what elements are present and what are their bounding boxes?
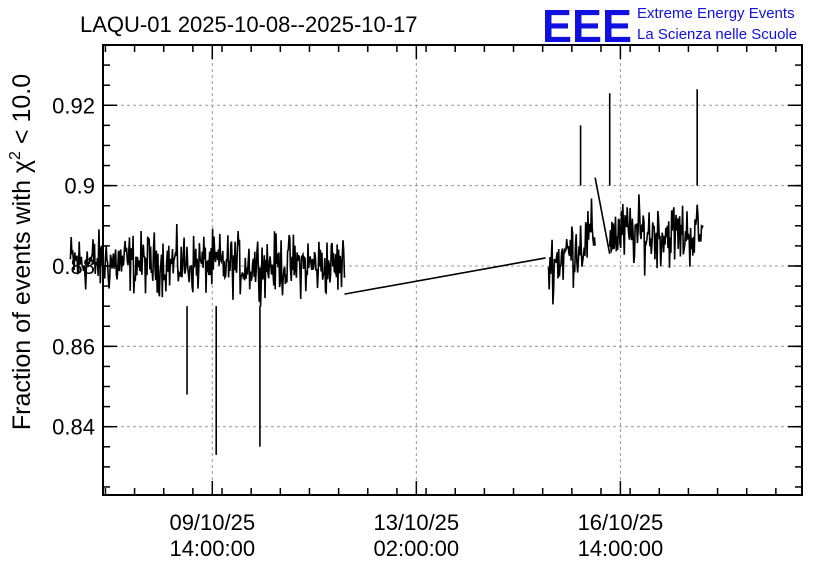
y-tick-label: 0.84 [52, 415, 95, 440]
y-tick-label: 0.9 [64, 174, 95, 199]
data-series-segment [608, 194, 704, 276]
logo-line-2: La Scienza nelle Scuole [637, 26, 797, 43]
y-axis-label-sup: 2 [7, 151, 24, 160]
x-tick-time-label: 14:00:00 [578, 536, 664, 561]
x-tick-date-label: 16/10/25 [578, 510, 664, 535]
x-tick-time-label: 02:00:00 [374, 536, 460, 561]
logo-line-1: Extreme Energy Events [637, 5, 795, 22]
y-axis-label-prefix: Fraction of events with [8, 173, 36, 430]
y-axis-label-suffix: < 10.0 [8, 74, 36, 151]
chart-title: LAQU-01 2025-10-08--2025-10-17 [80, 12, 418, 37]
x-tick-time-label: 14:00:00 [169, 536, 255, 561]
label-layer: 0.840.860.880.90.9209/10/2514:00:0013/10… [52, 93, 663, 561]
y-tick-label: 0.88 [52, 254, 95, 279]
x-tick-date-label: 09/10/25 [169, 510, 255, 535]
x-tick-date-label: 13/10/25 [374, 510, 460, 535]
y-axis-label: Fraction of events with χ2 < 10.0 [7, 74, 36, 430]
grid-layer [103, 45, 802, 495]
data-series-segment [547, 198, 596, 305]
data-gap-connector [344, 257, 546, 295]
eee-logo: EEE Extreme Energy Events La Scienza nel… [542, 0, 797, 52]
y-tick-label: 0.92 [52, 93, 95, 118]
data-gap-connector [594, 177, 611, 255]
data-layer [69, 89, 704, 455]
logo-mark: EEE [542, 0, 632, 52]
y-axis-label-chi: χ [8, 160, 36, 173]
y-tick-label: 0.86 [52, 334, 95, 359]
tick-layer [103, 44, 802, 495]
plot-frame [102, 44, 803, 496]
